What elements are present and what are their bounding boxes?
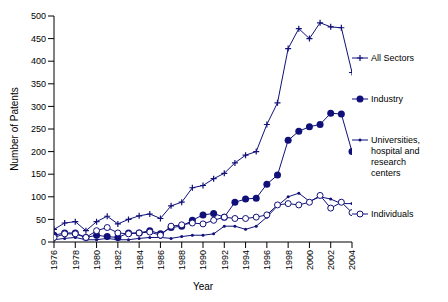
svg-text:1984: 1984 — [135, 250, 145, 270]
svg-text:1986: 1986 — [156, 250, 166, 270]
svg-text:1978: 1978 — [71, 250, 81, 270]
svg-text:50: 50 — [36, 215, 46, 225]
svg-text:1992: 1992 — [220, 250, 230, 270]
svg-text:2002: 2002 — [326, 250, 336, 270]
svg-text:200: 200 — [31, 147, 46, 157]
svg-text:1994: 1994 — [241, 250, 251, 270]
svg-text:300: 300 — [31, 102, 46, 112]
svg-text:100: 100 — [31, 192, 46, 202]
svg-text:1976: 1976 — [49, 250, 59, 270]
svg-text:500: 500 — [31, 11, 46, 21]
svg-text:450: 450 — [31, 34, 46, 44]
svg-text:1990: 1990 — [198, 250, 208, 270]
svg-text:400: 400 — [31, 56, 46, 66]
svg-text:1998: 1998 — [284, 250, 294, 270]
svg-text:250: 250 — [31, 124, 46, 134]
html-text:Industry: Industry — [371, 93, 403, 104]
svg-text:2000: 2000 — [305, 250, 315, 270]
svg-text:150: 150 — [31, 169, 46, 179]
html-text:All Sectors: All Sectors — [371, 52, 414, 63]
svg-text:1988: 1988 — [177, 250, 187, 270]
svg-text:0: 0 — [41, 237, 46, 247]
svg-text:350: 350 — [31, 79, 46, 89]
html-text:Individuals: Individuals — [371, 208, 414, 219]
svg-text:1980: 1980 — [92, 250, 102, 270]
svg-text:Number of Patents: Number of Patents — [9, 87, 20, 170]
svg-text:2004: 2004 — [347, 250, 357, 270]
html-text:Universities, hospital and res: Universities, hospital and research cent… — [371, 134, 420, 178]
svg-text:1982: 1982 — [113, 250, 123, 270]
svg-text:Year: Year — [193, 281, 214, 292]
svg-text:1996: 1996 — [262, 250, 272, 270]
